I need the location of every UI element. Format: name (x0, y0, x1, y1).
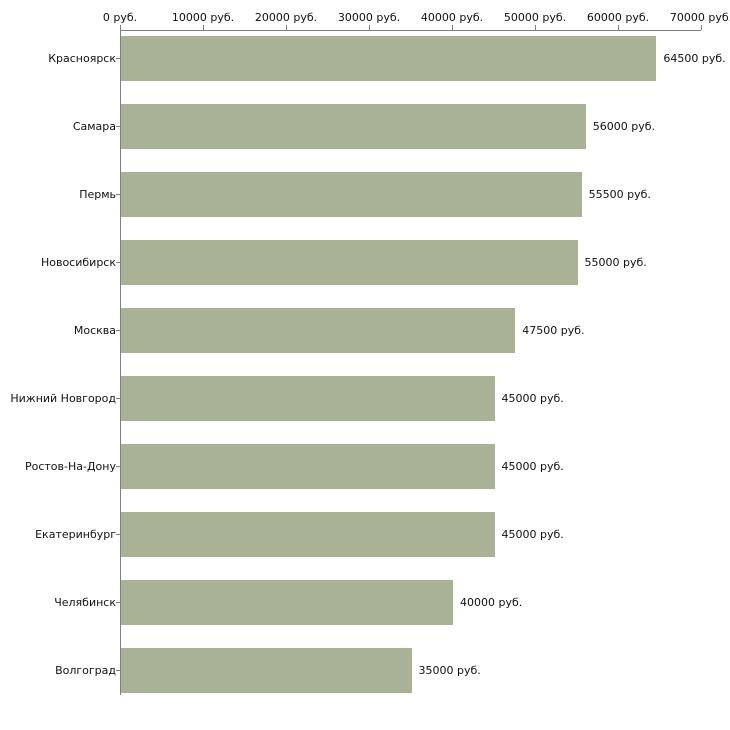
category-label: Нижний Новгород (10, 392, 116, 405)
x-axis-tick (452, 25, 453, 30)
value-label: 35000 руб. (418, 664, 481, 677)
y-axis-tick (116, 194, 120, 195)
category-label: Пермь (79, 188, 116, 201)
x-axis-tick-label: 30000 руб. (337, 11, 401, 24)
x-axis-tick-label: 70000 руб. (669, 11, 730, 24)
bar (121, 104, 586, 149)
y-axis-tick (116, 670, 120, 671)
bar (121, 648, 412, 693)
x-axis-tick-label: 40000 руб. (420, 11, 484, 24)
bar-row: Самара 56000 руб. (0, 104, 730, 149)
value-label: 45000 руб. (501, 460, 564, 473)
bar-row: Волгоград 35000 руб. (0, 648, 730, 693)
x-axis-tick (701, 25, 702, 30)
category-label: Москва (73, 324, 116, 337)
value-label: 45000 руб. (501, 528, 564, 541)
bar-row: Екатеринбург 45000 руб. (0, 512, 730, 557)
bar-row: Ростов-На-Дону 45000 руб. (0, 444, 730, 489)
y-axis-tick (116, 398, 120, 399)
value-label: 64500 руб. (663, 52, 726, 65)
x-axis-tick (203, 25, 204, 30)
bar (121, 376, 495, 421)
bar (121, 580, 453, 625)
x-axis-tick-label: 10000 руб. (171, 11, 235, 24)
x-axis-tick (286, 25, 287, 30)
y-axis-tick (116, 262, 120, 263)
x-axis-tick (120, 25, 121, 30)
bar (121, 240, 578, 285)
category-label: Екатеринбург (35, 528, 116, 541)
x-axis-tick (369, 25, 370, 30)
category-label: Ростов-На-Дону (24, 460, 116, 473)
y-axis-tick (116, 126, 120, 127)
y-axis-tick (116, 466, 120, 467)
category-label: Самара (72, 120, 116, 133)
y-axis-tick (116, 534, 120, 535)
bar (121, 444, 495, 489)
x-axis-tick-label: 60000 руб. (586, 11, 650, 24)
bar-row: Красноярск 64500 руб. (0, 36, 730, 81)
x-axis-tick-label: 50000 руб. (503, 11, 567, 24)
bar-row: Пермь 55500 руб. (0, 172, 730, 217)
bar (121, 36, 657, 81)
category-label: Челябинск (54, 596, 116, 609)
category-label: Новосибирск (40, 256, 116, 269)
bar-row: Москва 47500 руб. (0, 308, 730, 353)
bar-row: Нижний Новгород 45000 руб. (0, 376, 730, 421)
x-axis-tick-label: 0 руб. (102, 11, 138, 24)
value-label: 55000 руб. (584, 256, 647, 269)
bar (121, 512, 495, 557)
bar-row: Челябинск 40000 руб. (0, 580, 730, 625)
bar-row: Новосибирск 55000 руб. (0, 240, 730, 285)
x-axis-tick-label: 20000 руб. (254, 11, 318, 24)
value-label: 56000 руб. (592, 120, 656, 133)
y-axis-tick (116, 330, 120, 331)
y-axis-tick (116, 58, 120, 59)
value-label: 55500 руб. (588, 188, 651, 201)
x-axis-tick (535, 25, 536, 30)
category-label: Красноярск (48, 52, 116, 65)
y-axis-line (120, 30, 121, 695)
value-label: 47500 руб. (522, 324, 585, 337)
x-axis-tick (618, 25, 619, 30)
y-axis-tick (116, 602, 120, 603)
value-label: 45000 руб. (501, 392, 564, 405)
bar (121, 308, 516, 353)
x-axis-line (120, 30, 701, 31)
value-label: 40000 руб. (460, 596, 523, 609)
category-label: Волгоград (55, 664, 116, 677)
bar (121, 172, 582, 217)
